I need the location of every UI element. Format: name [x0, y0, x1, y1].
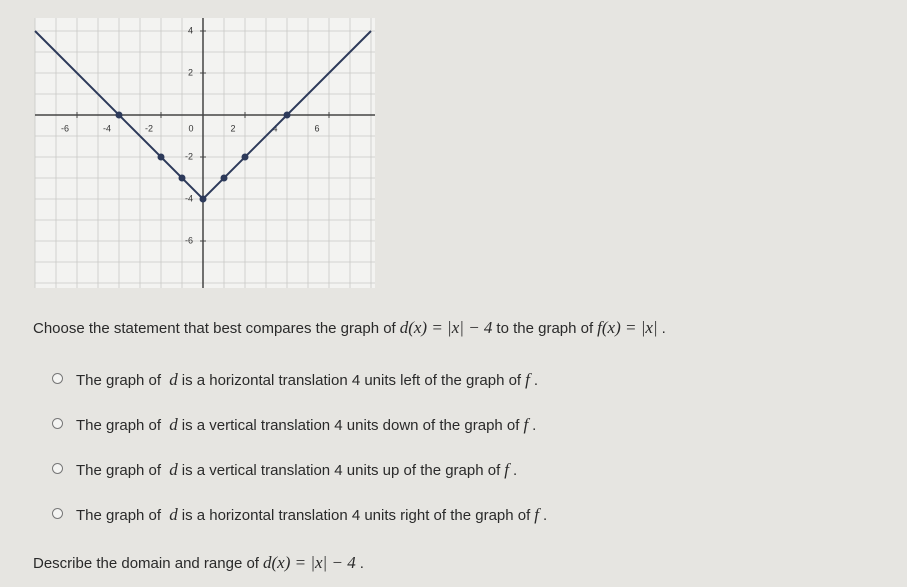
math: d(x) = |x| − 4: [262, 553, 356, 572]
prompt-text: .: [359, 555, 364, 572]
option-text: is a horizontal translation 4 units left…: [181, 372, 522, 389]
option-text: .: [533, 372, 539, 389]
radio[interactable]: [52, 508, 63, 519]
option-text: is a horizontal translation 4 units righ…: [181, 507, 531, 524]
point: [178, 174, 186, 182]
x-tick-label: -6: [61, 123, 69, 133]
option-text: .: [543, 507, 548, 524]
math: d(x) = |x| − 4: [399, 318, 493, 337]
option[interactable]: The graph of d is a vertical translation …: [76, 460, 517, 480]
option-text: .: [512, 462, 518, 479]
point: [157, 153, 165, 161]
x-tick-label: 2: [230, 123, 235, 133]
option-text: The graph of: [76, 417, 162, 434]
radio[interactable]: [52, 373, 63, 384]
point: [220, 174, 228, 182]
math: f: [523, 415, 529, 434]
y-tick-label: -2: [185, 151, 193, 161]
math: d: [169, 460, 178, 479]
option-text: is a vertical translation 4 units up of …: [181, 462, 501, 479]
x-tick-label: -2: [145, 123, 153, 133]
point: [199, 195, 207, 203]
option-text: The graph of: [76, 372, 162, 389]
y-tick-label: -4: [185, 193, 193, 203]
y-tick-label: 2: [188, 67, 193, 77]
option-text: The graph of: [76, 507, 162, 524]
graph-bg: [35, 18, 375, 288]
option[interactable]: The graph of d is a horizontal translatio…: [76, 505, 547, 525]
math: f: [504, 460, 509, 479]
question-text: .: [661, 320, 666, 337]
math: f: [525, 370, 530, 389]
option[interactable]: The graph of d is a horizontal translatio…: [76, 370, 538, 390]
math: f: [534, 505, 540, 524]
y-tick-label: 4: [188, 25, 193, 35]
option-text: The graph of: [76, 462, 162, 479]
y-tick-label: -6: [185, 235, 193, 245]
question-text: Choose the statement that best compares …: [33, 320, 396, 337]
prompt-text: Describe the domain and range of: [33, 555, 259, 572]
math: f(x) = |x|: [597, 318, 658, 337]
x-tick-label: -4: [103, 123, 111, 133]
point: [241, 153, 249, 161]
graph: -6 -4 -2 0 2 4 642-2-4-6: [34, 18, 375, 288]
option-text: is a vertical translation 4 units down o…: [181, 417, 520, 434]
point: [283, 111, 291, 119]
math: d: [169, 505, 178, 524]
math: d: [169, 370, 178, 389]
radio[interactable]: [52, 418, 63, 429]
x-tick-label: 6: [314, 123, 319, 133]
question-text: to the graph of: [496, 320, 594, 337]
question: Choose the statement that best compares …: [33, 318, 666, 338]
option-text: .: [532, 417, 537, 434]
prompt: Describe the domain and range of d(x) = |…: [33, 553, 364, 573]
option[interactable]: The graph of d is a vertical translation …: [76, 415, 536, 435]
math: d: [169, 415, 178, 434]
x-tick-label: 0: [188, 123, 193, 133]
radio[interactable]: [52, 463, 63, 474]
point: [115, 111, 123, 119]
